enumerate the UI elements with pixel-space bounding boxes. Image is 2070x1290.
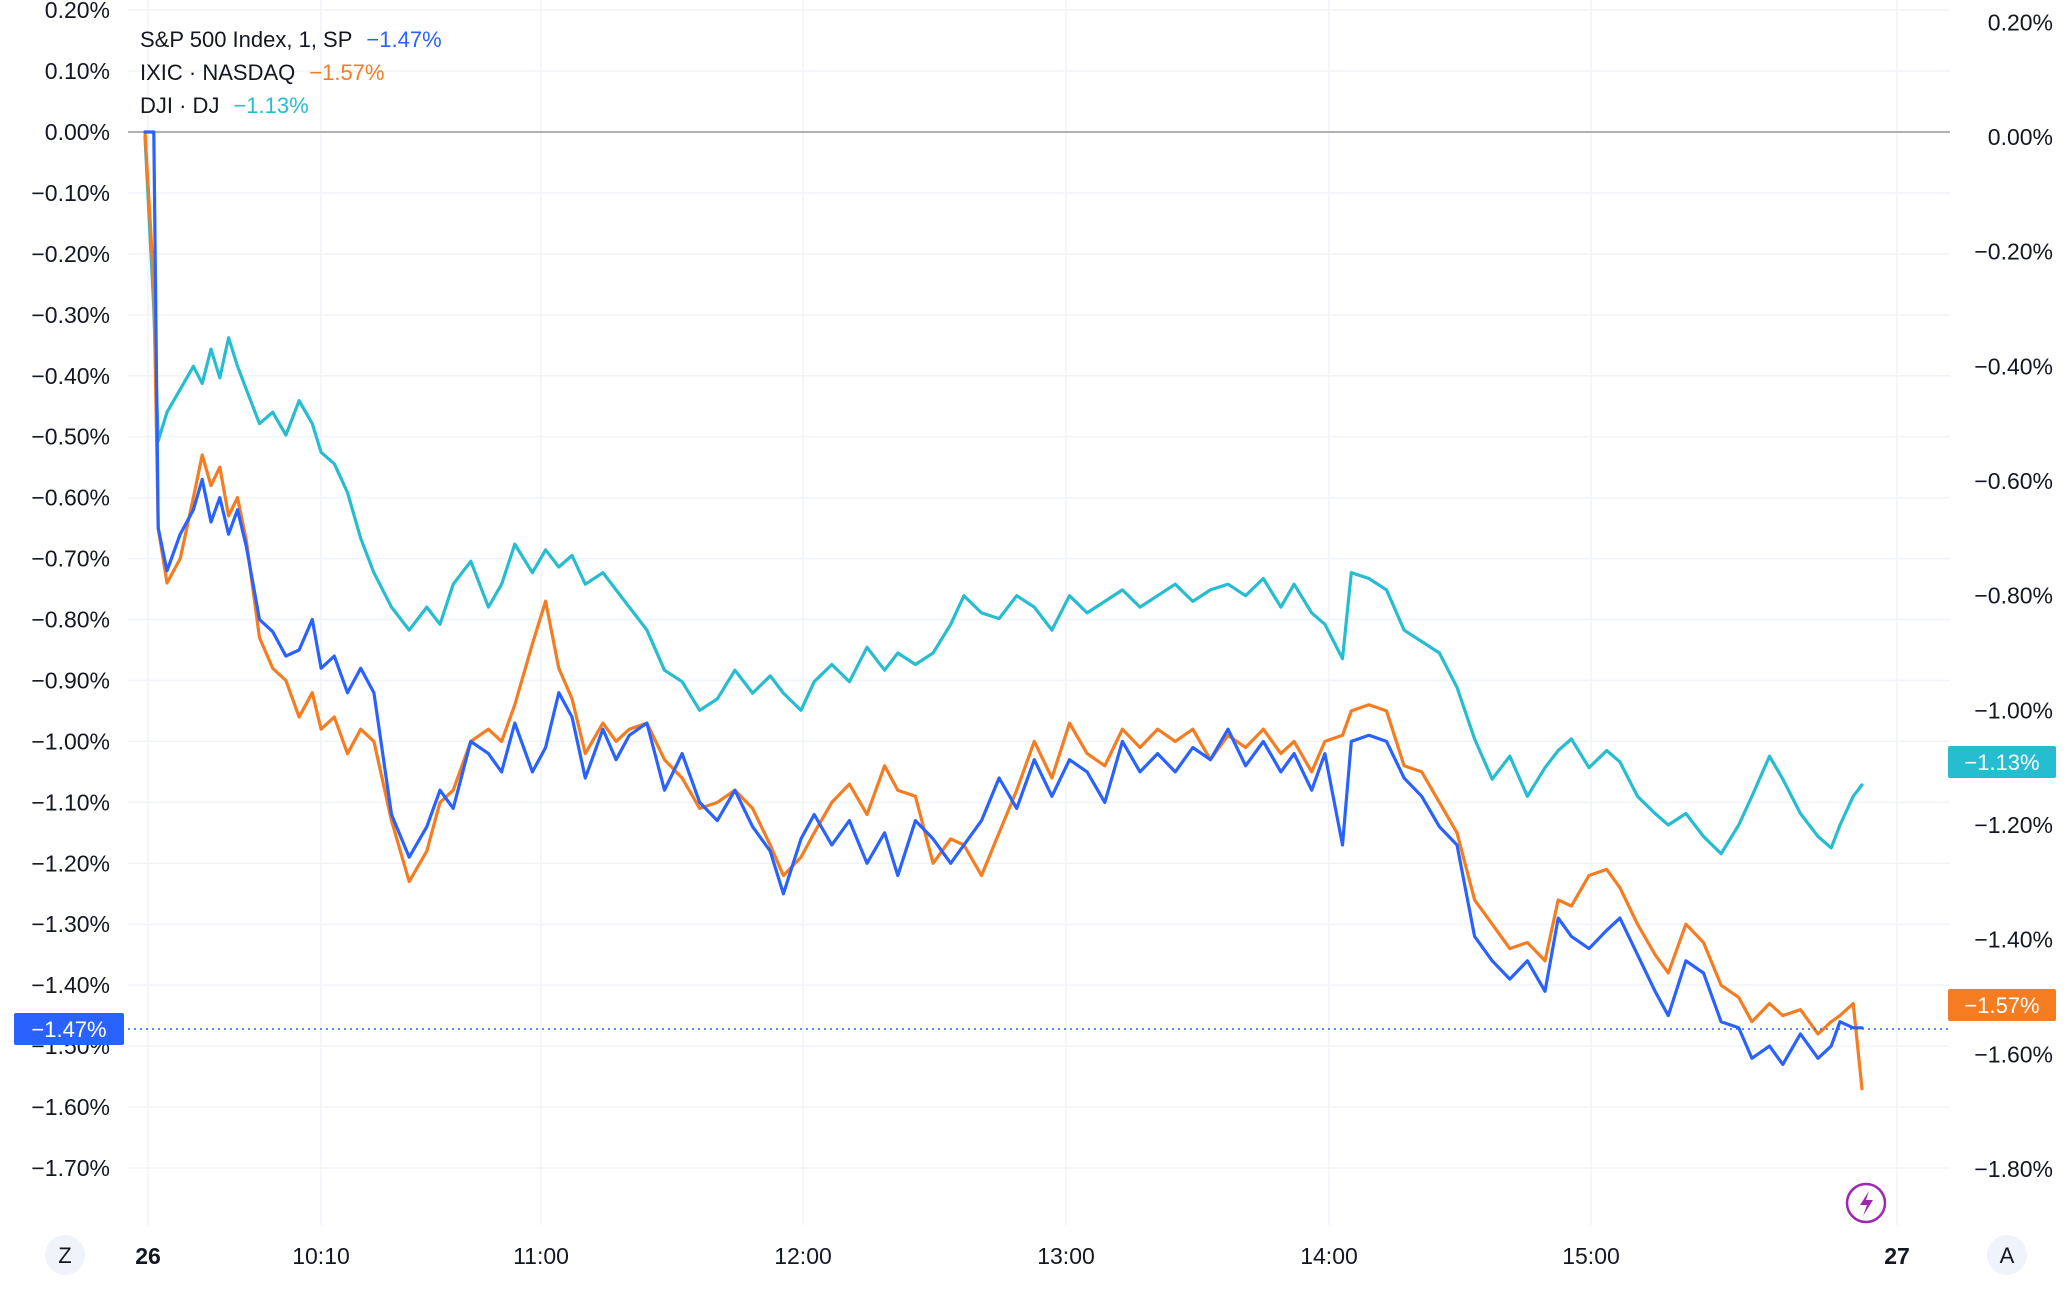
legend-sp500-value: −1.47% [366,27,441,52]
left-axis-tick: 0.00% [45,119,110,145]
x-axis-tick: 27 [1884,1243,1910,1269]
left-axis-tick: −0.40% [31,363,110,389]
auto-scale-button-bg [1987,1235,2027,1275]
right-axis-tick: −1.80% [1974,1156,2053,1182]
left-axis-tick: −0.10% [31,180,110,206]
legend-nasdaq-label: IXIC · NASDAQ [140,60,295,85]
sp500-value-label-bg [14,1013,124,1045]
left-axis-tick: −0.80% [31,607,110,633]
legend-dji-label: DJI · DJ [140,93,219,118]
dji-value-label: −1.13% [1948,746,2056,778]
legend-sp500-label: S&P 500 Index, 1, SP [140,27,352,52]
x-axis-tick: 13:00 [1037,1243,1095,1269]
right-axis-tick: 0.00% [1988,124,2053,150]
right-axis-tick: −0.40% [1974,353,2053,379]
left-axis-tick: −1.10% [31,789,110,815]
sp500-value-label-text: −1.47% [31,1017,106,1042]
lightning-icon[interactable] [1845,1182,1887,1224]
percent-scale-button-label: Z [58,1243,71,1268]
series-layer [143,130,1864,1091]
nasdaq-value-label-text: −1.57% [1964,993,2039,1018]
left-axis-tick: −0.70% [31,546,110,572]
left-axis-tick: −1.70% [31,1155,110,1181]
legend-dji-value: −1.13% [233,93,308,118]
legend-dji[interactable]: DJI · DJ −1.13% [140,93,309,118]
dji-value-label-bg [1948,746,2056,778]
dji-line[interactable] [143,135,1864,856]
lightning-icon-ring [1845,1182,1887,1224]
sp500-value-label: −1.47% [14,1013,124,1045]
left-axis-tick: −1.40% [31,972,110,998]
left-axis-tick: −1.00% [31,728,110,754]
legend-nasdaq[interactable]: IXIC · NASDAQ −1.57% [140,60,384,85]
last-value-labels: −1.47% −1.13% −1.57% [14,746,2056,1045]
nasdaq-value-label-bg [1948,989,2056,1021]
right-axis-tick: −1.20% [1974,812,2053,838]
legend-sp500[interactable]: S&P 500 Index, 1, SP −1.47% [140,27,442,52]
legend: S&P 500 Index, 1, SP −1.47% IXIC · NASDAQ… [140,27,442,118]
auto-scale-button[interactable]: A [1987,1235,2027,1275]
left-axis-tick: −0.60% [31,485,110,511]
left-axis-tick: −0.30% [31,302,110,328]
nasdaq-value-label: −1.57% [1948,989,2056,1021]
sp500-line[interactable] [143,130,1864,1066]
right-price-axis[interactable]: 0.20% 0.00% −0.20% −0.40% −0.60% −0.80% −1.00%… [1974,9,2053,1182]
grid-lines [128,0,1950,1225]
left-axis-tick: −1.30% [31,911,110,937]
percent-scale-button-bg [45,1235,85,1275]
x-axis-tick: 14:00 [1300,1243,1358,1269]
left-axis-tick: −0.50% [31,424,110,450]
left-axis-tick: −1.20% [31,850,110,876]
left-axis-tick: −0.90% [31,667,110,693]
dji-value-label-text: −1.13% [1964,750,2039,775]
x-axis-tick: 12:00 [774,1243,832,1269]
right-axis-tick: −0.80% [1974,583,2053,609]
x-axis-tick: 10:10 [292,1243,350,1269]
x-axis-tick: 11:00 [513,1243,569,1269]
right-axis-tick: −0.20% [1974,239,2053,265]
right-axis-tick: −1.60% [1974,1041,2053,1067]
lightning-icon-bolt [1860,1191,1873,1216]
right-axis-tick: −1.40% [1974,927,2053,953]
percent-scale-button[interactable]: Z [45,1235,85,1275]
left-axis-tick: 0.20% [45,0,110,23]
time-axis[interactable]: 26 10:10 11:00 12:00 13:00 14:00 15:00 27 [135,1243,1910,1269]
x-axis-tick: 26 [135,1243,161,1269]
right-axis-tick: −0.60% [1974,468,2053,494]
legend-nasdaq-value: −1.57% [309,60,384,85]
left-price-axis[interactable]: 0.20% 0.10% 0.00% −0.10% −0.20% −0.30% −0.40% −… [31,0,110,1181]
left-axis-tick: 0.10% [45,58,110,84]
x-axis-tick: 15:00 [1562,1243,1620,1269]
left-axis-tick: −0.20% [31,241,110,267]
right-axis-tick: 0.20% [1988,9,2053,35]
left-axis-tick: −1.60% [31,1094,110,1120]
right-axis-tick: −1.00% [1974,697,2053,723]
auto-scale-button-label: A [2000,1243,2015,1268]
